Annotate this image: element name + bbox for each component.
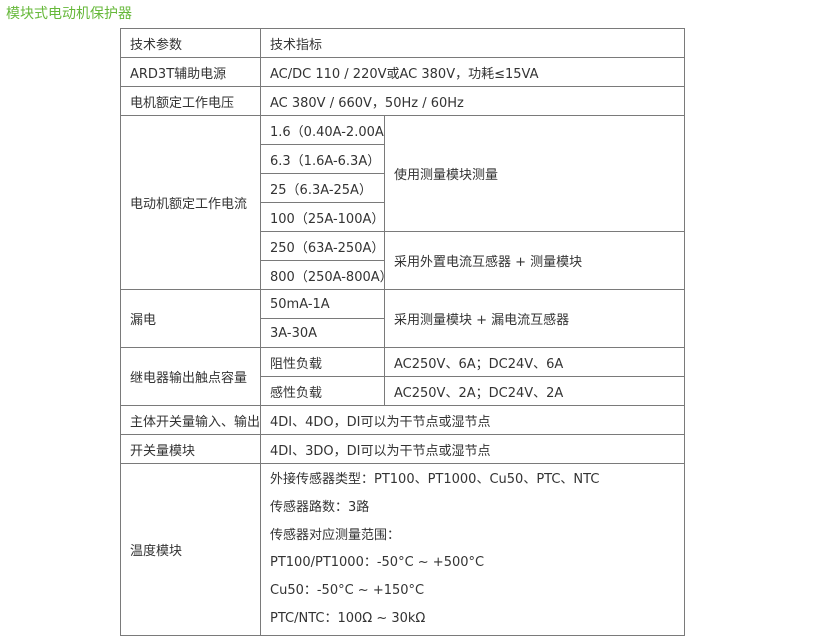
- range-cell: 250（63A-250A）: [260, 231, 385, 261]
- param-cell: 电机额定工作电压: [120, 86, 261, 116]
- table-header-row: 技术参数 技术指标: [120, 28, 685, 58]
- range-cell: 100（25A-100A）: [260, 202, 385, 232]
- table-row: 漏电 50mA-1A 采用测量模块 + 漏电流互感器: [120, 289, 685, 348]
- param-cell: ARD3T辅助电源: [120, 57, 261, 87]
- spec-cell: 外接传感器类型：PT100、PT1000、Cu50、PTC、NTC 传感器路数：…: [260, 463, 685, 636]
- table-row: 继电器输出触点容量 阻性负载 AC250V、6A；DC24V、6A: [120, 347, 685, 406]
- load-cell: 阻性负载: [260, 347, 385, 377]
- spec-line: PT100/PT1000：-50°C ~ +500°C: [270, 555, 485, 571]
- load-cell: 感性负载: [260, 376, 385, 406]
- spec-cell: 4DI、3DO，DI可以为干节点或湿节点: [260, 434, 685, 464]
- table-row: 主体开关量输入、输出 4DI、4DO，DI可以为干节点或湿节点: [120, 405, 685, 435]
- spec-line: 外接传感器类型：PT100、PT1000、Cu50、PTC、NTC: [270, 472, 600, 487]
- spec-table: 技术参数 技术指标 ARD3T辅助电源 AC/DC 110 / 220V或AC …: [120, 28, 685, 636]
- range-cell: 25（6.3A-25A）: [260, 173, 385, 203]
- table-row: 800（250A-800A）: [121, 260, 685, 290]
- spec-line: 传感器对应测量范围：: [270, 527, 401, 543]
- table-row: 电动机额定工作电流 1.6（0.40A-2.00A） 使用测量模块测量: [120, 115, 685, 290]
- range-cell: 3A-30A: [260, 318, 385, 348]
- table-row: 25（6.3A-25A）: [121, 173, 685, 203]
- spec-cell: AC/DC 110 / 220V或AC 380V，功耗≤15VA: [260, 57, 685, 87]
- table-row: 250（63A-250A） 采用外置电流互感器 + 测量模块: [121, 231, 685, 290]
- param-cell: 开关量模块: [120, 434, 261, 464]
- value-cell: AC250V、6A；DC24V、6A: [384, 347, 685, 377]
- param-cell: 温度模块: [120, 463, 261, 636]
- table-row: 电机额定工作电压 AC 380V / 660V，50Hz / 60Hz: [120, 86, 685, 116]
- page-title: 模块式电动机保护器: [6, 6, 132, 22]
- spec-line: Cu50：-50°C ~ +150°C: [270, 583, 425, 599]
- header-param: 技术参数: [120, 28, 261, 58]
- spec-line: PTC/NTC：100Ω ~ 30kΩ: [270, 610, 426, 626]
- spec-cell: 4DI、4DO，DI可以为干节点或湿节点: [260, 405, 685, 435]
- table-row: 开关量模块 4DI、3DO，DI可以为干节点或湿节点: [120, 434, 685, 464]
- table-row: 感性负载 AC250V、2A；DC24V、2A: [121, 376, 685, 406]
- param-cell: 主体开关量输入、输出: [120, 405, 261, 435]
- table-row: 温度模块 外接传感器类型：PT100、PT1000、Cu50、PTC、NTC 传…: [120, 463, 685, 636]
- range-cell: 800（250A-800A）: [260, 260, 385, 290]
- param-cell: 漏电: [120, 289, 261, 348]
- method-cell: 采用测量模块 + 漏电流互感器: [384, 289, 685, 348]
- param-cell: 电动机额定工作电流: [120, 115, 261, 290]
- spec-line: 传感器路数：3路: [270, 499, 370, 515]
- range-cell: 50mA-1A: [260, 289, 385, 319]
- header-spec: 技术指标: [260, 28, 685, 58]
- spec-cell: AC 380V / 660V，50Hz / 60Hz: [260, 86, 685, 116]
- method-cell: 使用测量模块测量: [384, 115, 685, 232]
- value-cell: AC250V、2A；DC24V、2A: [384, 376, 685, 406]
- table-row: 6.3（1.6A-6.3A）: [121, 144, 685, 174]
- table-row: 3A-30A: [121, 318, 685, 348]
- param-cell: 继电器输出触点容量: [120, 347, 261, 406]
- range-cell: 6.3（1.6A-6.3A）: [260, 144, 385, 174]
- table-row: ARD3T辅助电源 AC/DC 110 / 220V或AC 380V，功耗≤15…: [120, 57, 685, 87]
- range-cell: 1.6（0.40A-2.00A）: [260, 115, 385, 145]
- method-cell: 采用外置电流互感器 + 测量模块: [384, 231, 685, 290]
